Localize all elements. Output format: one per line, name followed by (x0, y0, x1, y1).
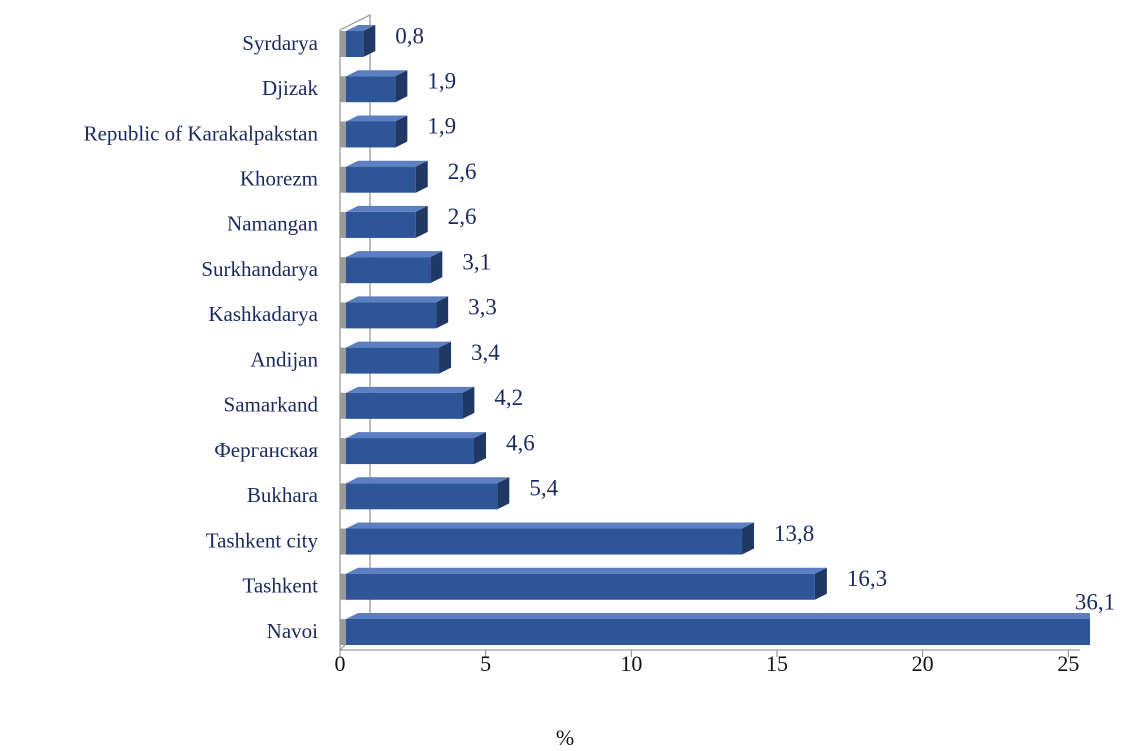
bar-base (340, 166, 346, 193)
bar-end (415, 160, 428, 193)
bar-top (346, 567, 827, 574)
bar (346, 573, 815, 600)
category-label: Bukhara (247, 483, 319, 507)
bar-base (340, 257, 346, 284)
category-label: Djizak (262, 76, 318, 100)
bar-top (346, 522, 755, 529)
category-label: Syrdarya (242, 31, 318, 55)
category-label: Ферганская (214, 438, 318, 462)
bar-base (340, 528, 346, 555)
bar-top (346, 160, 428, 167)
bar-end (474, 432, 487, 465)
bar-top (346, 432, 487, 439)
bar-top (346, 70, 408, 77)
bar-base (340, 438, 346, 465)
category-label: Tashkent (242, 574, 318, 598)
bar-top (346, 477, 510, 484)
value-label: 2,6 (448, 159, 477, 184)
bar-top (346, 25, 376, 31)
category-label: Surkhandarya (201, 257, 318, 281)
value-label: 16,3 (847, 566, 887, 591)
value-label: 3,1 (462, 249, 491, 274)
bar (346, 121, 396, 148)
bar-end (395, 70, 408, 103)
bar-end (814, 567, 827, 600)
bar-end (436, 296, 449, 329)
bar-top (346, 205, 428, 212)
bar (346, 211, 416, 238)
bar-end (363, 25, 376, 57)
value-label: 5,4 (529, 476, 558, 501)
bar (346, 619, 1090, 645)
bar (346, 528, 743, 555)
bar-base (340, 573, 346, 600)
category-label: Namangan (227, 212, 318, 236)
category-label: Kashkadarya (208, 302, 318, 326)
x-tick-label: 15 (766, 651, 788, 676)
x-tick-label: 0 (335, 651, 346, 676)
bar-end (462, 386, 475, 419)
wall (339, 13, 1090, 651)
bar (346, 347, 440, 374)
value-label: 13,8 (774, 521, 814, 546)
value-label: 3,3 (468, 295, 497, 320)
bar (346, 302, 437, 329)
x-axis-label: % (556, 725, 574, 750)
value-label: 1,9 (427, 114, 456, 139)
bar-top (346, 296, 449, 303)
bar-base (340, 483, 346, 510)
category-label: Andijan (250, 347, 318, 371)
bar-base (340, 302, 346, 329)
category-label: Khorezm (240, 167, 318, 191)
x-tick-label: 10 (620, 651, 642, 676)
bar-end (415, 205, 428, 238)
value-label: 4,2 (494, 385, 523, 410)
bar (346, 483, 498, 510)
category-label: Samarkand (224, 393, 319, 417)
bar (346, 392, 463, 419)
bar-top (346, 386, 475, 393)
bar-end (439, 341, 452, 374)
bar (346, 438, 475, 465)
bar-end (430, 251, 443, 284)
category-label: Tashkent city (206, 528, 319, 552)
bar-base (340, 211, 346, 238)
x-tick-label: 25 (1057, 651, 1079, 676)
value-label: 3,4 (471, 340, 500, 365)
bar-end (742, 522, 755, 555)
bar-base (340, 76, 346, 103)
bar-top (346, 613, 1090, 619)
bar-base (340, 619, 346, 645)
bar-top (346, 341, 452, 348)
bar-top (346, 115, 408, 122)
bars (340, 25, 1090, 645)
bar (346, 76, 396, 103)
x-tick-label: 20 (912, 651, 934, 676)
bar-base (340, 121, 346, 148)
bar (346, 257, 431, 284)
value-label: 0,8 (395, 23, 424, 48)
bar-base (340, 347, 346, 374)
x-tick-label: 5 (480, 651, 491, 676)
bar (346, 31, 364, 57)
value-label: 4,6 (506, 430, 535, 455)
value-label: 2,6 (448, 204, 477, 229)
bar (346, 166, 416, 193)
category-label: Navoi (267, 619, 318, 643)
value-label: 1,9 (427, 69, 456, 94)
bar-base (340, 31, 346, 57)
category-label: Republic of Karakalpakstan (84, 121, 319, 145)
value-label: 36,1 (1075, 589, 1115, 614)
bar-base (340, 392, 346, 419)
bar-end (395, 115, 408, 148)
bar-end (497, 477, 510, 510)
bar-top (346, 251, 443, 258)
